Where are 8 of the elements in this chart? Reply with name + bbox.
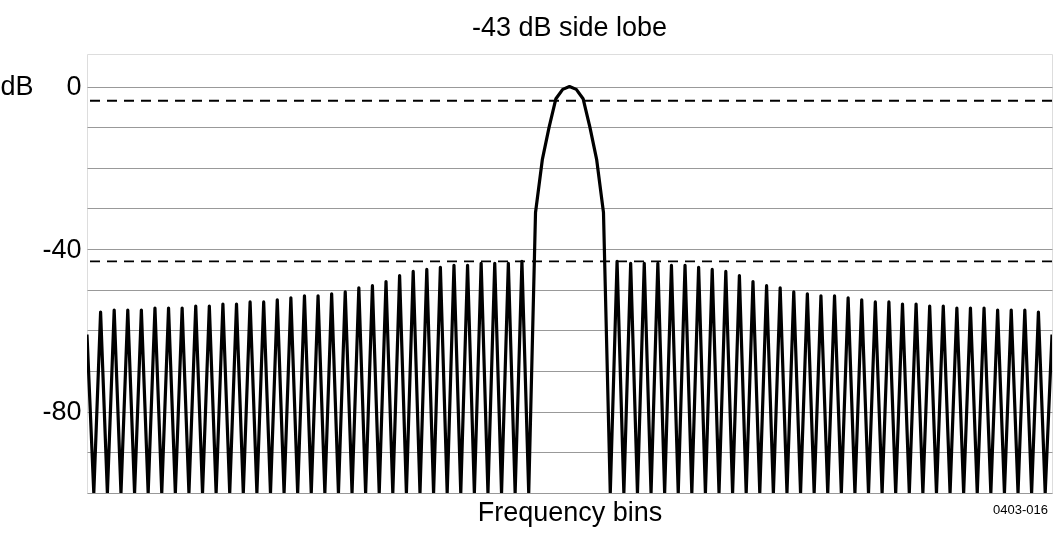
x-axis-title: Frequency bins: [477, 496, 663, 527]
y-tick-label: -80: [42, 396, 82, 427]
line-series: [87, 84, 1052, 493]
chart-title: -43 dB side lobe: [471, 12, 668, 42]
y-tick-label: -40: [42, 233, 82, 264]
text: 0403-016: [993, 502, 1048, 517]
y-axis-title: dB: [0, 71, 34, 102]
y-tick-label: 0: [66, 71, 82, 102]
